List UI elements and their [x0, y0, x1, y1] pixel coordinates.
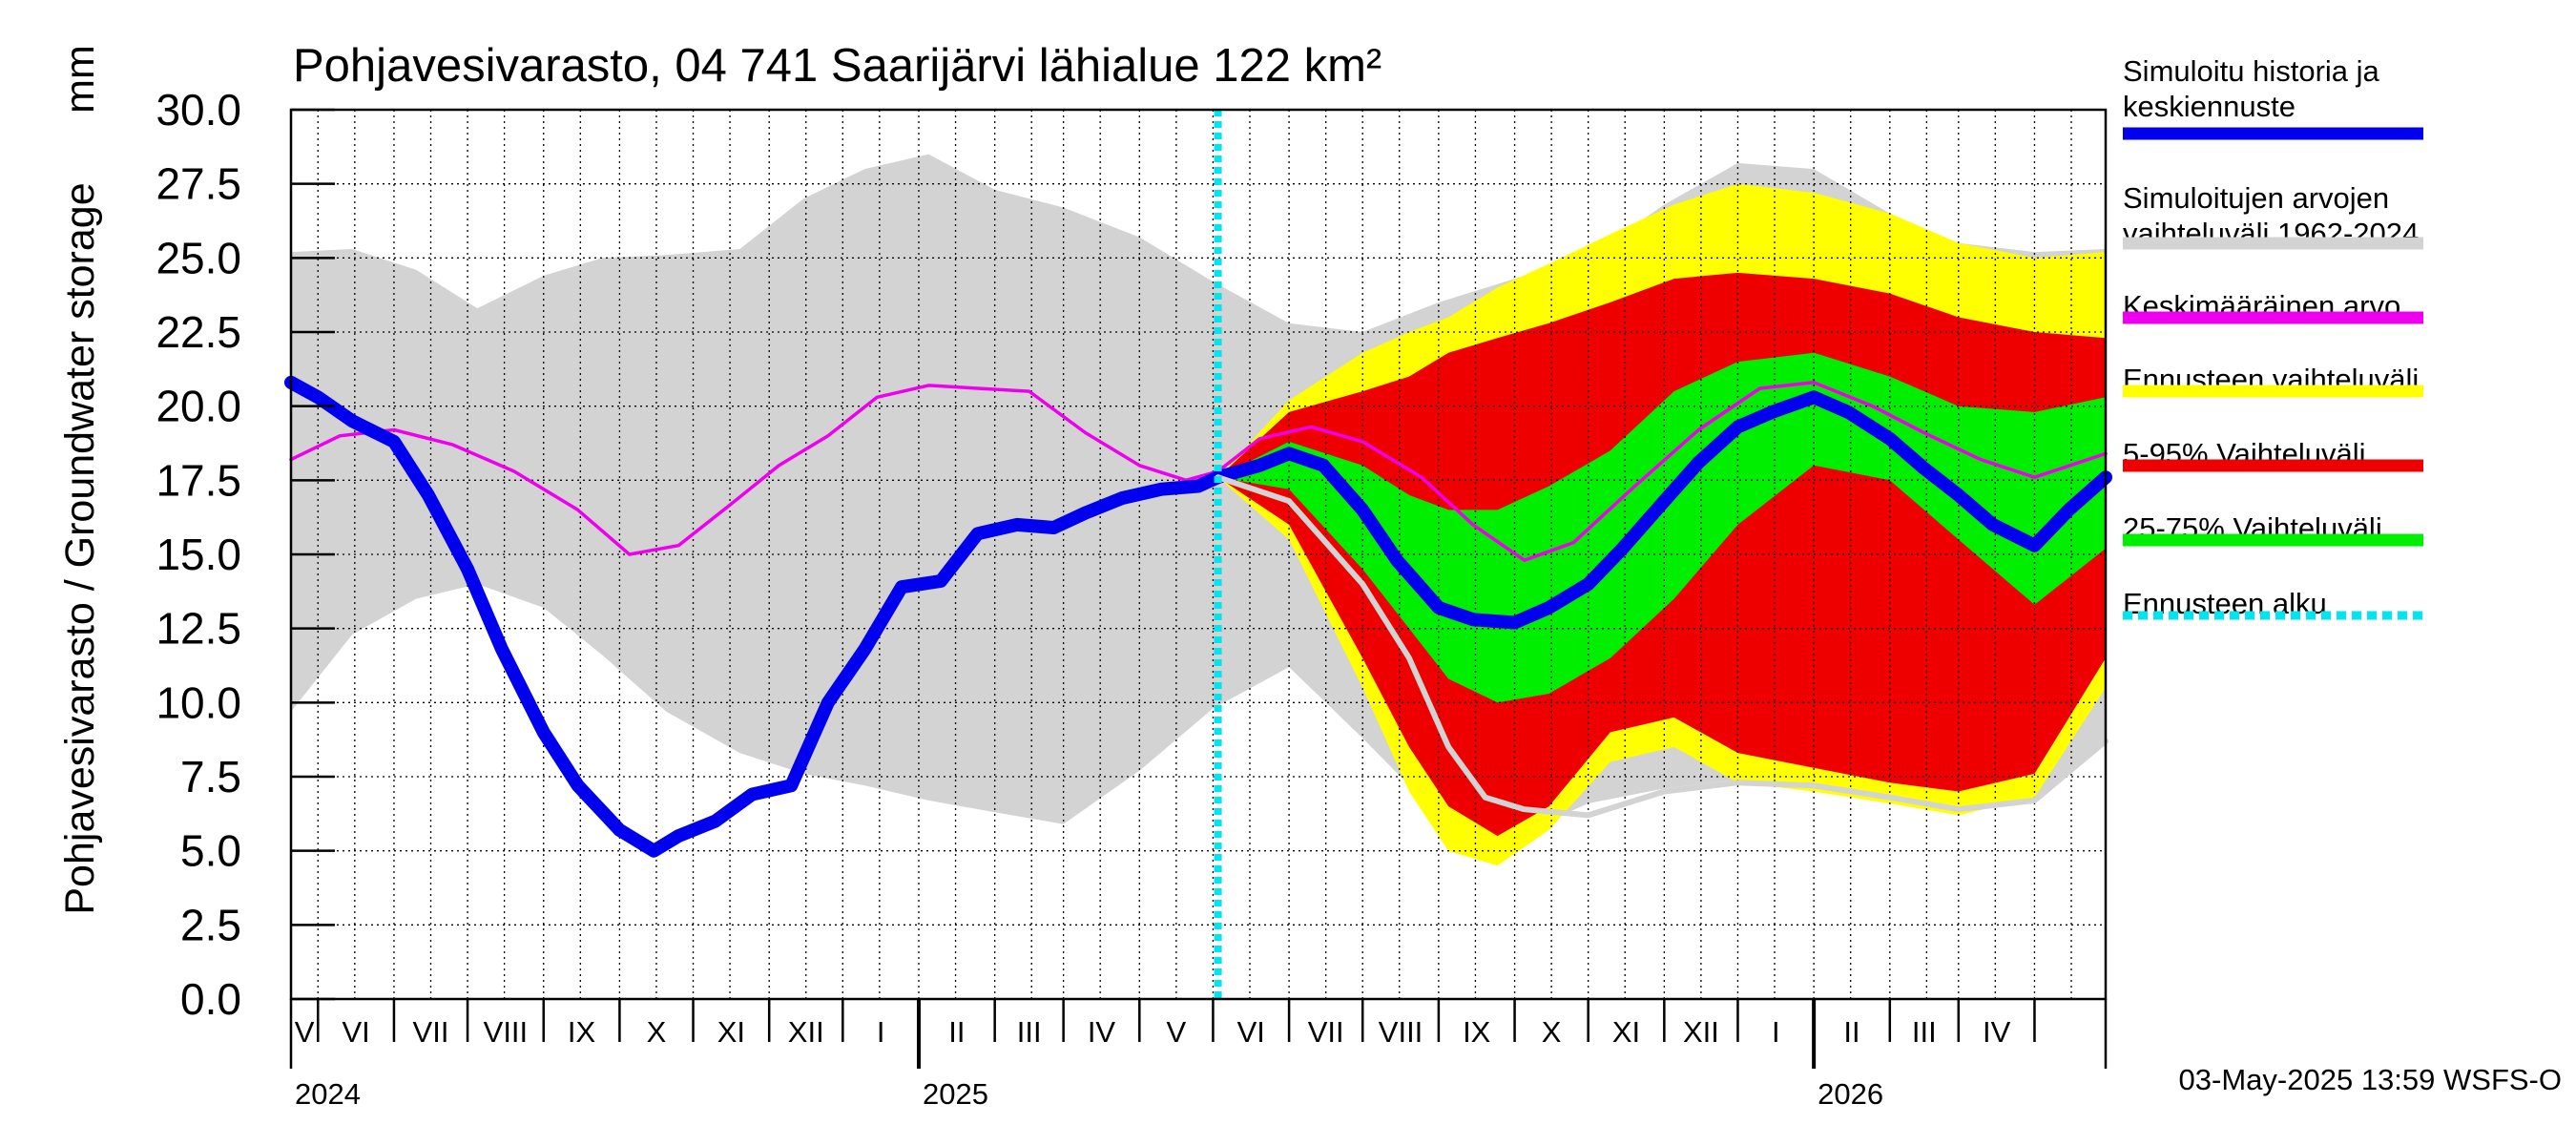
lines-layer: [284, 110, 2112, 999]
line-simuloitujen-arvojen-vaihteluvali-1962-2024-alaraja-ennusteen-aikana: [1215, 474, 2109, 819]
y-axis-unit: mm: [57, 45, 103, 114]
legend-label-simuloitu-historia-ja-keskiennuste: keskiennuste: [2123, 90, 2296, 123]
month-label: IX: [568, 1015, 596, 1049]
month-label: II: [1843, 1015, 1859, 1049]
month-label: V: [295, 1015, 315, 1049]
month-label: VI: [1237, 1015, 1265, 1049]
year-label: 2025: [923, 1077, 988, 1111]
legend-label-simuloitujen-arvojen-vaihteluvali-1962-2024: Simuloitujen arvojen: [2123, 181, 2389, 215]
month-label: I: [1772, 1015, 1780, 1049]
y-tick-label: 17.5: [156, 455, 241, 505]
month-label: II: [948, 1015, 965, 1049]
y-tick-label: 7.5: [180, 752, 241, 802]
month-label: VIII: [1379, 1015, 1423, 1049]
y-tick-label: 30.0: [156, 85, 241, 135]
month-label: V: [1167, 1015, 1187, 1049]
month-label: X: [1542, 1015, 1562, 1049]
line-keskimaarainen-arvo: [289, 381, 2108, 562]
month-label: XII: [788, 1015, 824, 1049]
legend-label-simuloitu-historia-ja-keskiennuste: Simuloitu historia ja: [2123, 54, 2380, 88]
month-label: I: [877, 1015, 885, 1049]
month-label: III: [1017, 1015, 1042, 1049]
y-tick-label: 20.0: [156, 382, 241, 431]
month-label: VII: [413, 1015, 449, 1049]
month-label: X: [647, 1015, 667, 1049]
y-tick-label: 2.5: [180, 900, 241, 949]
y-tick-label: 15.0: [156, 530, 241, 579]
month-label: XI: [717, 1015, 745, 1049]
month-label: IV: [1983, 1015, 2011, 1049]
y-tick-label: 0.0: [180, 974, 241, 1024]
month-label: VIII: [484, 1015, 529, 1049]
y-tick-label: 5.0: [180, 826, 241, 876]
y-tick-label: 12.5: [156, 604, 241, 654]
chart-title: Pohjavesivarasto, 04 741 Saarijärvi lähi…: [293, 40, 1381, 92]
year-label: 2026: [1818, 1077, 1883, 1111]
year-label: 2024: [295, 1077, 361, 1111]
y-tick-label: 25.0: [156, 233, 241, 282]
month-label: IX: [1463, 1015, 1491, 1049]
month-label: VII: [1308, 1015, 1344, 1049]
month-label: XII: [1683, 1015, 1719, 1049]
month-label: XI: [1612, 1015, 1640, 1049]
line-simuloitu-historia-ja-keskiennuste: [284, 375, 2112, 858]
y-tick-label: 27.5: [156, 159, 241, 209]
y-axis-label: Pohjavesivarasto / Groundwater storage: [57, 182, 103, 914]
month-label: III: [1912, 1015, 1937, 1049]
footer-timestamp: 03-May-2025 13:59 WSFS-O: [2179, 1063, 2562, 1096]
month-label: VI: [342, 1015, 369, 1049]
labels-layer: 0.0 2.5 5.0 7.5 10.0 12.5 15.0 17.5 20.0 22.5 25.0…: [156, 85, 2010, 1111]
y-tick-label: 10.0: [156, 677, 241, 727]
y-tick-label: 22.5: [156, 307, 241, 357]
axes-layer: [289, 108, 2108, 1069]
month-label: IV: [1088, 1015, 1116, 1049]
